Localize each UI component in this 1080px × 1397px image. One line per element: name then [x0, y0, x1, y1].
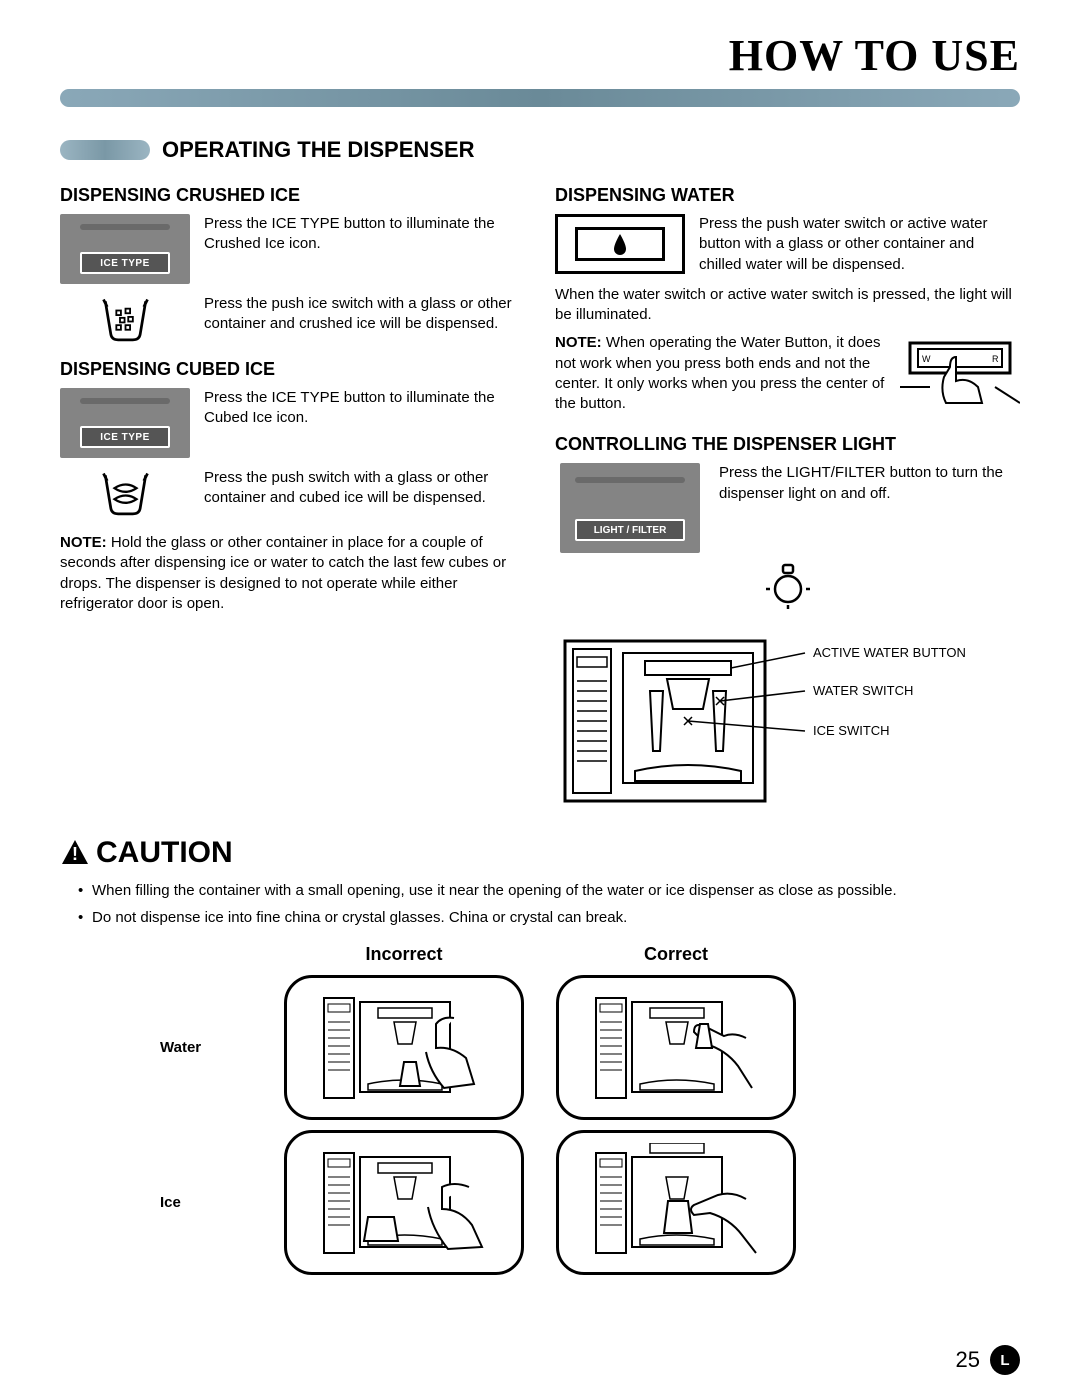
callout-ice-switch: ICE SWITCH: [813, 723, 890, 738]
hand-press-button-icon: W R: [900, 337, 1020, 407]
caution-header: ! CAUTION: [60, 836, 1020, 870]
svg-text:W: W: [922, 354, 931, 364]
light-p1: Press the LIGHT/FILTER button to turn th…: [719, 463, 1020, 553]
page-title: HOW TO USE: [60, 30, 1020, 81]
section-header-row: OPERATING THE DISPENSER: [60, 137, 1020, 163]
section-pill: [60, 140, 150, 160]
water-note-text: When operating the Water Button, it does…: [555, 334, 884, 412]
left-column: DISPENSING CRUSHED ICE ICE TYPE Press th…: [60, 175, 525, 816]
water-note: W R NOTE: When operating the Water Butto…: [555, 333, 1020, 414]
ice-type-panel-cubed: ICE TYPE: [60, 388, 190, 458]
correct-label: Correct: [556, 944, 796, 965]
note-hold-label: NOTE:: [60, 534, 107, 551]
caution-bullet-2: Do not dispense ice into fine china or c…: [78, 907, 1020, 928]
warning-triangle-icon: !: [60, 838, 90, 868]
ice-incorrect-illustration: [304, 1143, 504, 1263]
water-incorrect-card: [284, 975, 524, 1120]
water-correct-card: [556, 975, 796, 1120]
svg-text:!: !: [72, 844, 78, 864]
water-p1: Press the push water switch or active wa…: [699, 214, 1020, 275]
ice-type-button-label: ICE TYPE: [80, 252, 170, 274]
page-number: 25: [956, 1347, 980, 1373]
cubed-heading: DISPENSING CUBED ICE: [60, 359, 525, 380]
note-hold: NOTE: Hold the glass or other container …: [60, 533, 525, 614]
light-filter-button-label: LIGHT / FILTER: [575, 519, 685, 541]
lg-logo-icon: L: [990, 1345, 1020, 1375]
callout-active-water: ACTIVE WATER BUTTON: [813, 645, 966, 660]
caution-title: CAUTION: [96, 836, 233, 870]
note-hold-text: Hold the glass or other container in pla…: [60, 534, 506, 612]
callout-water-switch: WATER SWITCH: [813, 683, 913, 698]
caution-grid: Incorrect Correct Water: [60, 944, 1020, 1275]
ice-row-label: Ice: [160, 1194, 181, 1211]
crushed-p1: Press the ICE TYPE button to illuminate …: [204, 214, 525, 284]
caution-bullet-1: When filling the container with a small …: [78, 880, 1020, 901]
water-incorrect-illustration: [304, 988, 504, 1108]
crushed-p2: Press the push ice switch with a glass o…: [204, 294, 525, 349]
header-gradient-bar: [60, 89, 1020, 107]
section-title: OPERATING THE DISPENSER: [162, 137, 475, 163]
cubed-ice-icon: [98, 468, 153, 523]
water-heading: DISPENSING WATER: [555, 185, 1020, 206]
ice-correct-illustration: [576, 1143, 776, 1263]
cubed-p2: Press the push switch with a glass or ot…: [204, 468, 525, 523]
caution-bullets: When filling the container with a small …: [60, 880, 1020, 928]
crushed-heading: DISPENSING CRUSHED ICE: [60, 185, 525, 206]
ice-type-button-label-cubed: ICE TYPE: [80, 426, 170, 448]
water-note-label: NOTE:: [555, 334, 602, 351]
incorrect-label: Incorrect: [284, 944, 524, 965]
ice-correct-card: [556, 1130, 796, 1275]
crushed-ice-icon: [98, 294, 153, 349]
right-column: DISPENSING WATER Press the push water sw…: [555, 175, 1020, 816]
light-heading: CONTROLLING THE DISPENSER LIGHT: [555, 434, 1020, 455]
water-button-panel: [555, 214, 685, 274]
page-footer: 25 L: [956, 1345, 1020, 1375]
ice-type-panel-crushed: ICE TYPE: [60, 214, 190, 284]
dispenser-diagram: ACTIVE WATER BUTTON WATER SWITCH ICE SWI…: [555, 631, 995, 811]
svg-text:R: R: [992, 354, 999, 364]
cubed-p1: Press the ICE TYPE button to illuminate …: [204, 388, 525, 458]
water-p2: When the water switch or active water sw…: [555, 285, 1020, 326]
light-bulb-icon: [766, 563, 810, 613]
water-drop-icon: [611, 232, 629, 256]
ice-incorrect-card: [284, 1130, 524, 1275]
water-correct-illustration: [576, 988, 776, 1108]
water-row-label: Water: [160, 1039, 201, 1056]
light-filter-panel: LIGHT / FILTER: [560, 463, 700, 553]
